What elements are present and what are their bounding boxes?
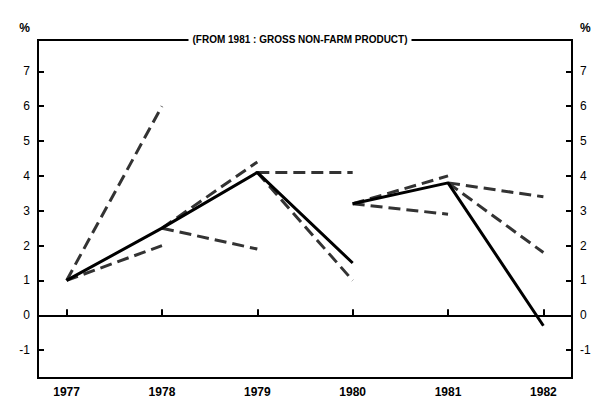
svg-text:%: % <box>580 21 591 35</box>
svg-text:4: 4 <box>23 169 30 183</box>
svg-text:1980: 1980 <box>339 385 366 398</box>
svg-text:6: 6 <box>580 99 587 113</box>
svg-text:-1: -1 <box>580 343 591 357</box>
svg-text:7: 7 <box>580 64 587 78</box>
svg-text:2: 2 <box>23 239 30 253</box>
svg-text:4: 4 <box>580 169 587 183</box>
svg-text:1978: 1978 <box>149 385 176 398</box>
svg-text:(FROM 1981 : GROSS NON-FARM PR: (FROM 1981 : GROSS NON-FARM PRODUCT) <box>192 34 407 45</box>
svg-text:0: 0 <box>580 308 587 322</box>
svg-text:5: 5 <box>23 134 30 148</box>
svg-text:6: 6 <box>23 99 30 113</box>
svg-text:5: 5 <box>580 134 587 148</box>
svg-text:7: 7 <box>23 64 30 78</box>
svg-text:3: 3 <box>580 204 587 218</box>
svg-text:1: 1 <box>23 273 30 287</box>
svg-text:1979: 1979 <box>244 385 271 398</box>
svg-text:1982: 1982 <box>530 385 557 398</box>
svg-text:2: 2 <box>580 239 587 253</box>
svg-text:1977: 1977 <box>53 385 80 398</box>
svg-text:1981: 1981 <box>435 385 462 398</box>
svg-text:0: 0 <box>23 308 30 322</box>
svg-text:1: 1 <box>580 273 587 287</box>
svg-text:%: % <box>19 21 30 35</box>
svg-text:3: 3 <box>23 204 30 218</box>
svg-text:-1: -1 <box>19 343 30 357</box>
